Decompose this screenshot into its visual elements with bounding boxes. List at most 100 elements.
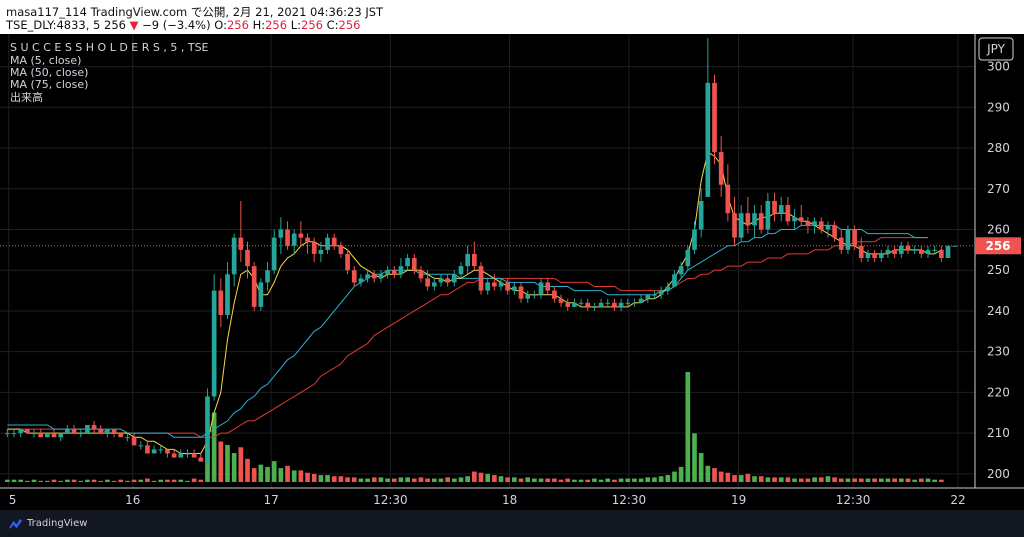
brand-name: TradingView: [27, 518, 88, 529]
candle-body: [178, 453, 184, 458]
candle-body: [118, 433, 124, 438]
time-axis[interactable]: 5 16 17 12:30 18 12:30 19 12:30 22: [9, 493, 966, 507]
candle-body: [592, 306, 597, 308]
candle-body: [558, 298, 564, 303]
volume-bar: [225, 444, 230, 482]
volume-bar: [25, 480, 30, 482]
legend-ma5[interactable]: MA (5, close): [10, 54, 81, 67]
candle-body: [291, 233, 297, 246]
volume-bar: [458, 477, 464, 482]
candle-body: [98, 429, 104, 434]
candle-body: [832, 225, 837, 238]
volume-bar: [338, 476, 344, 482]
candle-body: [185, 453, 190, 455]
candle-body: [585, 302, 591, 307]
volume-bar: [91, 479, 97, 482]
candle-body: [732, 213, 737, 238]
volume-bar: [632, 478, 637, 482]
volume-bar: [111, 480, 117, 482]
volume-bar: [698, 453, 704, 482]
candle-body: [385, 270, 390, 275]
candle-body: [905, 245, 911, 250]
volume-bar: [85, 479, 90, 482]
candle-body: [358, 278, 364, 283]
candle-body: [278, 229, 284, 238]
candle-body: [518, 286, 524, 299]
candle-body: [718, 152, 724, 185]
price-tick-label: 210: [987, 426, 1010, 440]
volume-bar: [832, 477, 837, 482]
legend-volume[interactable]: 出来高: [10, 90, 43, 104]
volume-bar: [705, 465, 711, 482]
volume-bar: [792, 478, 797, 482]
open-value: 256: [226, 18, 249, 32]
candle-body: [852, 229, 857, 246]
candle-body: [492, 282, 497, 287]
candle-body: [625, 302, 631, 304]
legend-ma50[interactable]: MA (50, close): [10, 66, 88, 79]
candle-body: [912, 249, 917, 251]
candle-body: [512, 286, 517, 291]
volume-bar: [658, 476, 664, 482]
volume-bar: [685, 372, 691, 482]
tradingview-logo[interactable]: TradingView: [8, 516, 87, 531]
candle-body: [445, 278, 450, 283]
candle-body: [778, 205, 784, 214]
candle-body: [712, 82, 717, 153]
candle-body: [285, 229, 290, 246]
candle-body: [451, 274, 457, 283]
candle-body: [932, 249, 937, 251]
price-axis[interactable]: 200 210 220 230 240 250 260 270 280 290 300: [987, 60, 1010, 481]
volume-bar: [58, 480, 64, 482]
price-tick-label: 260: [987, 222, 1010, 236]
high-value: 256: [265, 18, 288, 32]
candle-body: [632, 302, 637, 304]
candle-body: [25, 429, 30, 434]
volume-bar: [151, 480, 157, 482]
candle-body: [825, 225, 831, 230]
price-tick-label: 220: [987, 385, 1010, 399]
volume-bar: [98, 480, 104, 482]
volume-bar: [898, 478, 904, 482]
candle-body: [438, 278, 444, 283]
candle-body: [565, 302, 571, 307]
candlestick-chart[interactable]: 200 210 220 230 240 250 260 270 280 290 300 5 16 17 1…: [0, 34, 1024, 510]
volume-bar: [805, 478, 811, 482]
candle-body: [171, 453, 177, 458]
volume-bar: [138, 479, 144, 482]
candle-body: [425, 278, 430, 287]
volume-bar: [552, 478, 557, 482]
candle-body: [758, 213, 764, 230]
time-tick-label: 12:30: [373, 493, 408, 507]
candle-body: [5, 433, 10, 435]
volume-bar: [71, 479, 77, 482]
candle-body: [471, 253, 477, 267]
volume-bar: [885, 478, 891, 482]
candle-body: [818, 221, 824, 230]
candle-body: [18, 429, 24, 434]
currency-box[interactable]: [978, 37, 1014, 61]
volume-bar: [51, 479, 57, 482]
candle-body: [271, 237, 277, 271]
volume-bar: [785, 477, 791, 482]
volume-bar: [638, 478, 644, 482]
volume-bar: [31, 479, 37, 482]
volume-bar: [11, 479, 17, 482]
candle-body: [365, 274, 370, 279]
candle-body: [105, 429, 110, 434]
candle-body: [391, 270, 397, 275]
volume-bar: [485, 473, 491, 482]
time-tick-label: 5: [9, 493, 17, 507]
candle-body: [605, 302, 611, 304]
volume-bar: [165, 479, 170, 482]
volume-bar: [912, 479, 917, 482]
volume-bar: [238, 447, 244, 482]
volume-bar: [185, 480, 190, 482]
legend-ma75[interactable]: MA (75, close): [10, 78, 88, 91]
volume-bar: [645, 477, 651, 482]
volume-bar: [905, 478, 911, 482]
chart-area[interactable]: 200 210 220 230 240 250 260 270 280 290 300 5 16 17 1…: [0, 34, 1024, 510]
candle-body: [925, 249, 931, 254]
candle-body: [165, 449, 170, 454]
volume-bar: [538, 478, 544, 482]
